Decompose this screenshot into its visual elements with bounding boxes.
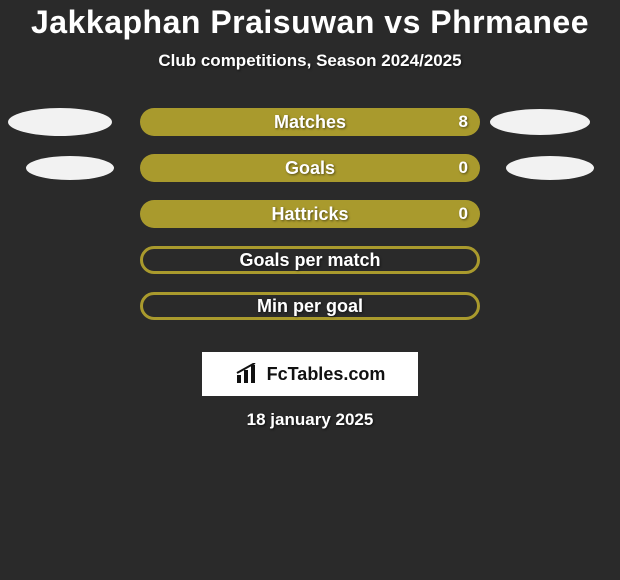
- stat-row: Hattricks 0: [0, 191, 620, 237]
- stat-row: Min per goal: [0, 283, 620, 329]
- stat-label: Hattricks: [271, 204, 348, 225]
- stat-bar: Matches 8: [140, 108, 480, 136]
- stat-bar: Min per goal: [140, 292, 480, 320]
- stat-row: Goals 0: [0, 145, 620, 191]
- left-ellipse: [26, 156, 114, 180]
- stat-label: Goals: [285, 158, 335, 179]
- subtitle: Club competitions, Season 2024/2025: [0, 51, 620, 71]
- left-ellipse: [8, 108, 112, 136]
- stat-row: Goals per match: [0, 237, 620, 283]
- bar-chart-icon: [235, 363, 261, 385]
- stat-label: Min per goal: [257, 296, 363, 317]
- stat-bar: Goals 0: [140, 154, 480, 182]
- right-ellipse: [506, 156, 594, 180]
- stat-label: Goals per match: [239, 250, 380, 271]
- page-title: Jakkaphan Praisuwan vs Phrmanee: [0, 0, 620, 41]
- stat-value: 0: [459, 158, 468, 178]
- stats-rows: Matches 8 Goals 0 Hattricks 0 Goals per match M…: [0, 99, 620, 329]
- brand-box: FcTables.com: [202, 352, 418, 396]
- stat-bar: Goals per match: [140, 246, 480, 274]
- stat-label: Matches: [274, 112, 346, 133]
- stat-row: Matches 8: [0, 99, 620, 145]
- stat-value: 0: [459, 204, 468, 224]
- stat-bar: Hattricks 0: [140, 200, 480, 228]
- stat-value: 8: [459, 112, 468, 132]
- brand-text: FcTables.com: [267, 364, 386, 385]
- date-text: 18 january 2025: [0, 410, 620, 430]
- right-ellipse: [490, 109, 590, 135]
